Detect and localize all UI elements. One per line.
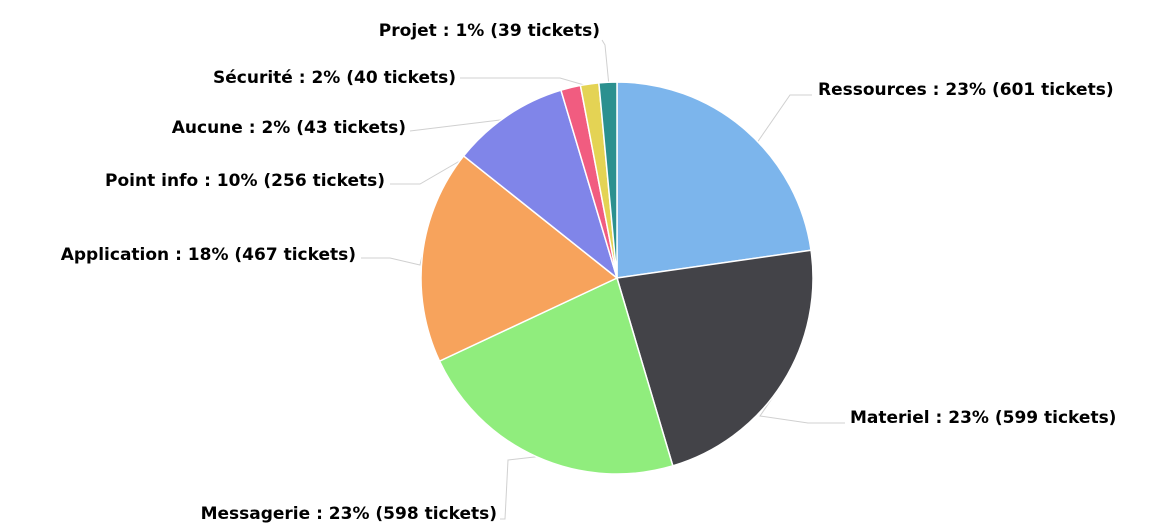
pie-slice-projet[interactable] [598, 81, 618, 279]
pie-slices [420, 81, 814, 475]
data-label: Projet : 1% (39 tickets) [379, 21, 600, 41]
data-label: Application : 18% (467 tickets) [61, 245, 356, 265]
leader-line [601, 39, 610, 87]
data-label: Ressources : 23% (601 tickets) [818, 80, 1114, 100]
data-label: Sécurité : 2% (40 tickets) [213, 68, 456, 88]
pie-slice-messagerie[interactable] [438, 276, 674, 475]
leader-line [460, 77, 592, 88]
pie-slice-point-info[interactable] [462, 89, 619, 281]
pie-slice-materiel[interactable] [616, 249, 814, 467]
data-label: Materiel : 23% (599 tickets) [850, 408, 1116, 428]
data-labels: Ressources : 23% (601 tickets) Materiel :… [61, 21, 1117, 524]
pie-slice-ressources[interactable] [616, 81, 812, 279]
data-label: Messagerie : 23% (598 tickets) [201, 504, 497, 524]
data-label: Point info : 10% (256 tickets) [105, 171, 385, 191]
leader-line [361, 254, 423, 266]
pie-slice-application[interactable] [420, 154, 619, 363]
data-label: Aucune : 2% (43 tickets) [172, 118, 406, 138]
leader-line [500, 456, 537, 520]
